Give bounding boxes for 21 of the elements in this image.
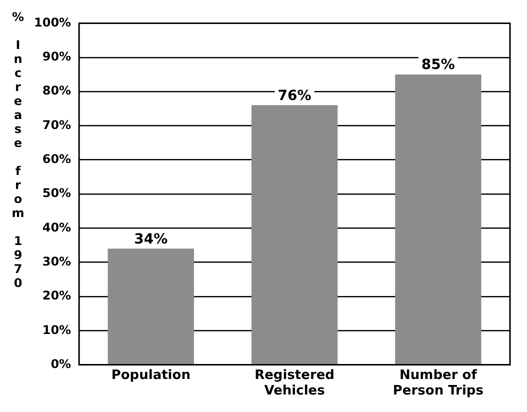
data-label: 76% bbox=[278, 88, 312, 104]
y-tick-label: 0% bbox=[50, 356, 72, 371]
y-tick-label: 10% bbox=[42, 322, 72, 337]
y-tick-label: 90% bbox=[42, 49, 72, 64]
bar bbox=[395, 74, 482, 364]
y-tick-label: 30% bbox=[42, 254, 72, 268]
y-axis-title: % Increase from 1970 bbox=[10, 10, 26, 290]
bar bbox=[108, 248, 194, 364]
data-label: 85% bbox=[421, 57, 455, 74]
data-label: 34% bbox=[134, 231, 168, 248]
y-tick-label: 40% bbox=[42, 220, 72, 234]
y-tick-label: 80% bbox=[42, 84, 72, 98]
bar bbox=[251, 105, 338, 364]
y-tick-label: 50% bbox=[42, 186, 72, 200]
y-tick-label: 60% bbox=[42, 152, 72, 166]
x-tick-label: Registered Vehicles bbox=[254, 368, 334, 399]
y-tick-label: 20% bbox=[42, 288, 72, 303]
x-tick-label: Population bbox=[111, 368, 190, 383]
x-tick-label: Number of Person Trips bbox=[392, 368, 484, 399]
y-tick-label: 70% bbox=[42, 118, 72, 132]
y-tick-label: 100% bbox=[34, 15, 72, 30]
